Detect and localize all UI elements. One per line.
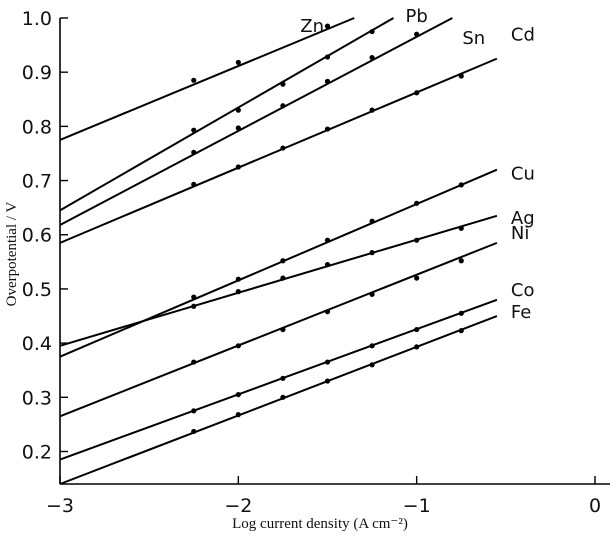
series-line-co	[59, 298, 498, 461]
data-point-cd	[369, 107, 375, 113]
data-point-sn	[235, 125, 241, 131]
x-tick-label: −1	[403, 495, 431, 517]
series-line-ni	[59, 241, 498, 418]
data-point-ag	[324, 261, 331, 268]
x-tick-label: −2	[224, 495, 252, 517]
series-line-cd	[59, 57, 498, 244]
series-label-cd: Cd	[511, 25, 535, 46]
series-label-co: Co	[511, 280, 535, 301]
data-point-sn	[324, 78, 331, 84]
data-point-cu	[324, 237, 331, 243]
data-point-pb	[235, 107, 241, 113]
data-point-co	[235, 391, 241, 398]
data-point-co	[458, 310, 464, 316]
data-point-sn	[414, 31, 420, 37]
data-point-pb	[280, 81, 286, 87]
data-point-zn	[191, 77, 197, 83]
x-tick-label: 0	[589, 495, 601, 517]
data-point-co	[280, 375, 286, 381]
data-point-fe	[280, 394, 286, 400]
series-line-ag	[59, 214, 498, 347]
y-tick-label: 0.4	[22, 333, 52, 355]
data-point-zn	[324, 23, 331, 29]
y-axis-title: Overpotential / V	[4, 201, 20, 306]
data-point-cu	[414, 200, 420, 206]
data-point-pb	[369, 28, 375, 35]
data-point-pb	[324, 54, 331, 60]
data-point-ni	[458, 258, 464, 264]
series-label-pb: Pb	[405, 6, 427, 27]
data-point-ni	[235, 343, 241, 349]
data-point-cd	[324, 126, 331, 132]
data-point-fe	[324, 378, 331, 384]
data-point-cd	[414, 90, 420, 96]
y-tick-label: 0.7	[22, 171, 52, 193]
data-point-ag	[280, 275, 286, 281]
series-line-sn	[59, 17, 453, 226]
y-tick-label: 0.9	[22, 62, 52, 84]
data-point-cu	[235, 276, 241, 282]
series-line-cu	[59, 168, 498, 358]
data-point-fe	[369, 362, 375, 368]
axes-layer	[59, 18, 610, 485]
data-point-fe	[458, 328, 464, 334]
data-point-cd	[235, 164, 241, 170]
series-layer	[59, 17, 498, 485]
data-point-cd	[191, 181, 197, 187]
data-point-sn	[369, 54, 375, 61]
series-label-fe: Fe	[511, 302, 531, 323]
data-point-ni	[280, 326, 286, 333]
y-tick-label: 0.3	[22, 387, 52, 409]
data-point-cu	[191, 294, 197, 300]
data-point-co	[369, 343, 375, 349]
data-point-ag	[414, 237, 420, 243]
data-point-fe	[191, 428, 197, 435]
series-label-ag: Ag	[511, 208, 535, 229]
data-point-co	[414, 326, 420, 333]
series-label-cu: Cu	[511, 164, 535, 185]
series-line-fe	[59, 315, 498, 485]
y-tick-label: 1.0	[22, 8, 52, 30]
data-point-ag	[369, 250, 375, 256]
data-point-fe	[235, 412, 241, 418]
series-line-pb	[59, 17, 394, 212]
ticks-layer: 0.2 0.3 0.4 0.5 0.6 0.7 0.8 0.9 1.0 −3 −2 −1 0	[22, 8, 601, 517]
data-point-ag	[191, 303, 197, 309]
data-point-cu	[458, 182, 464, 188]
data-point-ni	[414, 275, 420, 281]
data-point-cu	[280, 258, 286, 264]
data-point-co	[191, 408, 197, 414]
data-point-ag	[235, 289, 241, 295]
series-line-zn	[59, 17, 355, 141]
y-tick-label: 0.6	[22, 225, 52, 247]
data-point-sn	[280, 103, 286, 109]
data-point-fe	[414, 344, 420, 350]
data-point-co	[324, 359, 331, 365]
y-tick-label: 0.8	[22, 116, 52, 138]
data-point-sn	[191, 149, 197, 155]
data-point-ni	[369, 291, 375, 297]
data-point-ag	[458, 225, 464, 231]
series-label-zn: Zn	[300, 16, 324, 37]
x-axis-title: Log current density (A cm⁻²)	[232, 516, 408, 532]
data-point-cd	[458, 73, 464, 79]
data-point-cd	[280, 145, 286, 151]
data-point-zn	[235, 59, 241, 66]
x-tick-label: −3	[46, 495, 74, 517]
y-tick-label: 0.2	[22, 441, 52, 463]
data-point-ni	[191, 359, 197, 365]
data-point-ni	[324, 309, 331, 315]
series-label-ni: Ni	[511, 223, 529, 244]
y-tick-label: 0.5	[22, 279, 52, 301]
series-label-sn: Sn	[462, 28, 485, 49]
data-point-pb	[191, 127, 197, 133]
data-point-cu	[369, 218, 375, 224]
